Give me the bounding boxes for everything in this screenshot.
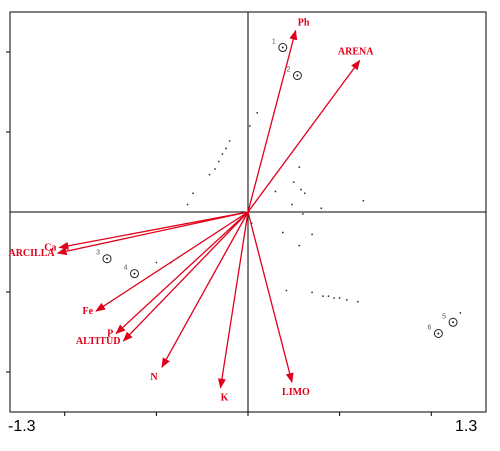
site-label: 1 xyxy=(272,39,276,46)
species-point xyxy=(214,168,216,170)
species-point xyxy=(338,297,341,299)
vector-label: Ca xyxy=(44,243,56,254)
site-label: 5 xyxy=(442,313,446,320)
species-point xyxy=(302,212,304,215)
species-point xyxy=(274,190,277,193)
site-marker-center xyxy=(133,272,136,275)
species-point xyxy=(186,203,189,206)
species-point xyxy=(345,298,348,301)
species-point xyxy=(281,231,284,234)
vector-arrow xyxy=(115,211,249,335)
x-axis-max-label: 1.3 xyxy=(455,418,478,435)
site-marker-center xyxy=(437,332,440,335)
species-point xyxy=(291,203,293,206)
vector-label: Fe xyxy=(82,306,93,317)
species-point xyxy=(298,244,301,247)
site-marker xyxy=(292,71,302,81)
vector-label: Ph xyxy=(298,18,310,29)
species-point xyxy=(356,300,359,303)
site-marker xyxy=(129,269,139,279)
species-point xyxy=(217,160,220,163)
vector-arrow xyxy=(217,211,249,389)
site-marker xyxy=(102,254,112,264)
site-marker-center xyxy=(296,74,299,77)
site-marker xyxy=(278,43,288,53)
species-point xyxy=(256,112,259,114)
species-point xyxy=(285,289,288,292)
site-label: 6 xyxy=(427,324,431,331)
vector-arrow xyxy=(58,211,249,250)
species-point xyxy=(155,261,158,264)
species-point xyxy=(292,181,295,183)
vector-label: ARCILLA xyxy=(8,248,55,259)
vector-label: ALTITUD xyxy=(76,336,121,347)
site-marker-center xyxy=(106,257,109,260)
vector-arrow xyxy=(161,211,249,369)
species-point xyxy=(192,192,194,195)
vector-label: LIMO xyxy=(282,387,310,398)
species-point xyxy=(303,192,306,195)
vector-label: P xyxy=(107,328,113,339)
vector-arrow xyxy=(247,29,298,213)
species-point xyxy=(362,199,365,202)
vector-label: N xyxy=(150,372,158,383)
species-points xyxy=(155,112,462,314)
species-point xyxy=(248,125,251,127)
site-marker xyxy=(433,328,443,338)
species-point xyxy=(320,207,323,210)
vector-arrow xyxy=(95,211,249,312)
vector-arrow xyxy=(247,211,294,384)
vector-arrow xyxy=(122,211,249,342)
vector-arrow xyxy=(56,211,249,256)
site-marker-center xyxy=(452,321,455,324)
species-point xyxy=(298,166,301,169)
species-point xyxy=(333,297,335,299)
site-points: 1 2 3 4 5 6 xyxy=(96,39,458,338)
species-point xyxy=(459,312,462,314)
species-point xyxy=(228,140,231,142)
species-point xyxy=(208,173,211,176)
species-point xyxy=(221,153,224,155)
site-label: 2 xyxy=(287,67,291,74)
site-marker-center xyxy=(281,46,284,49)
vector-label: ARENA xyxy=(338,47,374,58)
species-point xyxy=(300,188,302,191)
vector-arrow xyxy=(247,59,361,213)
x-axis-min-label: -1.3 xyxy=(8,418,36,435)
species-point xyxy=(311,233,313,236)
vector-label: K xyxy=(221,393,229,404)
site-label: 3 xyxy=(96,250,100,257)
axis-ticks xyxy=(6,51,432,416)
species-point xyxy=(327,295,330,298)
species-point xyxy=(322,295,324,298)
species-point xyxy=(311,291,313,294)
site-label: 4 xyxy=(124,265,128,272)
site-marker xyxy=(448,317,458,327)
species-point xyxy=(225,147,227,150)
